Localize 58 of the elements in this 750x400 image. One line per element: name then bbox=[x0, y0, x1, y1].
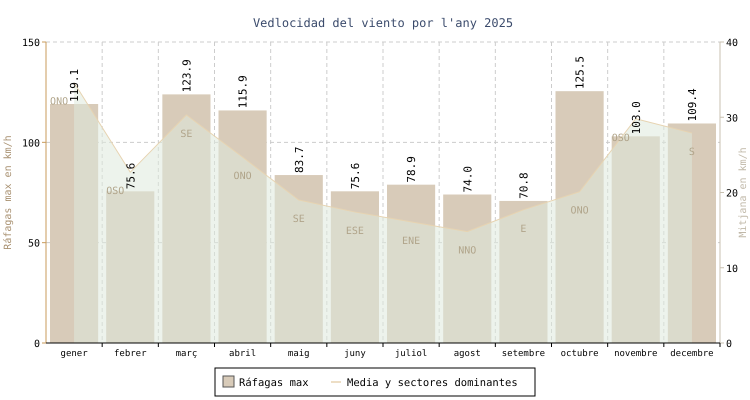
data-label: 70.8 bbox=[517, 172, 530, 199]
x-tick-label: juny bbox=[344, 349, 366, 359]
y2-tick-label: 10 bbox=[726, 264, 738, 275]
x-tick-label: novembre bbox=[614, 349, 658, 359]
data-label: 123.9 bbox=[180, 59, 194, 92]
y-tick-label: 100 bbox=[22, 138, 40, 150]
bar bbox=[218, 110, 267, 343]
x-tick-label: maig bbox=[288, 349, 310, 359]
data-label: SE bbox=[180, 128, 192, 140]
bar bbox=[443, 194, 492, 343]
data-label: 78.9 bbox=[405, 156, 418, 183]
data-label: NNO bbox=[458, 246, 476, 257]
y2-tick-label: 20 bbox=[726, 188, 738, 200]
y2-tick-label: 0 bbox=[726, 339, 732, 350]
x-tick-label: decembre bbox=[670, 349, 714, 359]
bar bbox=[50, 104, 98, 343]
y-tick-label: 150 bbox=[22, 38, 40, 49]
data-label: 103.0 bbox=[630, 101, 643, 134]
data-label: OSO bbox=[106, 186, 124, 198]
bar bbox=[499, 200, 548, 343]
data-label: 125.5 bbox=[574, 56, 587, 90]
bar bbox=[330, 191, 379, 343]
y2-tick-label: 30 bbox=[726, 113, 738, 124]
legend-label: Media y sectores dominantes bbox=[347, 377, 518, 389]
bar bbox=[668, 123, 716, 343]
data-label: E bbox=[520, 224, 526, 235]
y-tick-label: 0 bbox=[34, 339, 40, 350]
bar bbox=[556, 91, 604, 343]
data-label: 75.6 bbox=[124, 162, 138, 190]
data-label: 115.9 bbox=[236, 75, 250, 108]
data-label: 75.6 bbox=[348, 162, 362, 190]
y-tick-label: 50 bbox=[28, 238, 40, 250]
data-label: 83.7 bbox=[292, 146, 306, 174]
data-label: ONO bbox=[570, 206, 589, 217]
bar bbox=[387, 184, 436, 343]
data-label: 109.4 bbox=[686, 88, 699, 122]
x-tick-label: juliol bbox=[394, 349, 428, 359]
y2-tick-label: 40 bbox=[726, 38, 738, 49]
x-tick-label: agost bbox=[454, 349, 481, 359]
data-label: 74.0 bbox=[461, 166, 474, 193]
bar bbox=[162, 94, 210, 343]
legend-label: Ráfagas max bbox=[239, 377, 309, 389]
bar bbox=[274, 175, 323, 343]
x-tick-label: gener bbox=[60, 349, 88, 359]
x-tick-label: octubre bbox=[560, 349, 599, 359]
data-label: 119.1 bbox=[68, 68, 82, 102]
data-label: ONO bbox=[234, 171, 252, 182]
data-label: ESE bbox=[346, 226, 364, 238]
chart-title: Vedlocidad del viento por l'any 2025 bbox=[252, 16, 514, 30]
data-label: ENE bbox=[402, 236, 420, 247]
data-label: S bbox=[688, 147, 695, 158]
x-tick-label: abril bbox=[229, 349, 256, 359]
y-axis-title: Ráfagas max en km/h bbox=[3, 135, 14, 250]
y2-axis-title: Mitjana en km/h bbox=[738, 147, 749, 238]
x-tick-label: febrer bbox=[114, 349, 148, 359]
x-tick-label: setembre bbox=[502, 349, 546, 359]
x-tick-label: març bbox=[176, 349, 198, 359]
data-label: SE bbox=[292, 214, 305, 226]
